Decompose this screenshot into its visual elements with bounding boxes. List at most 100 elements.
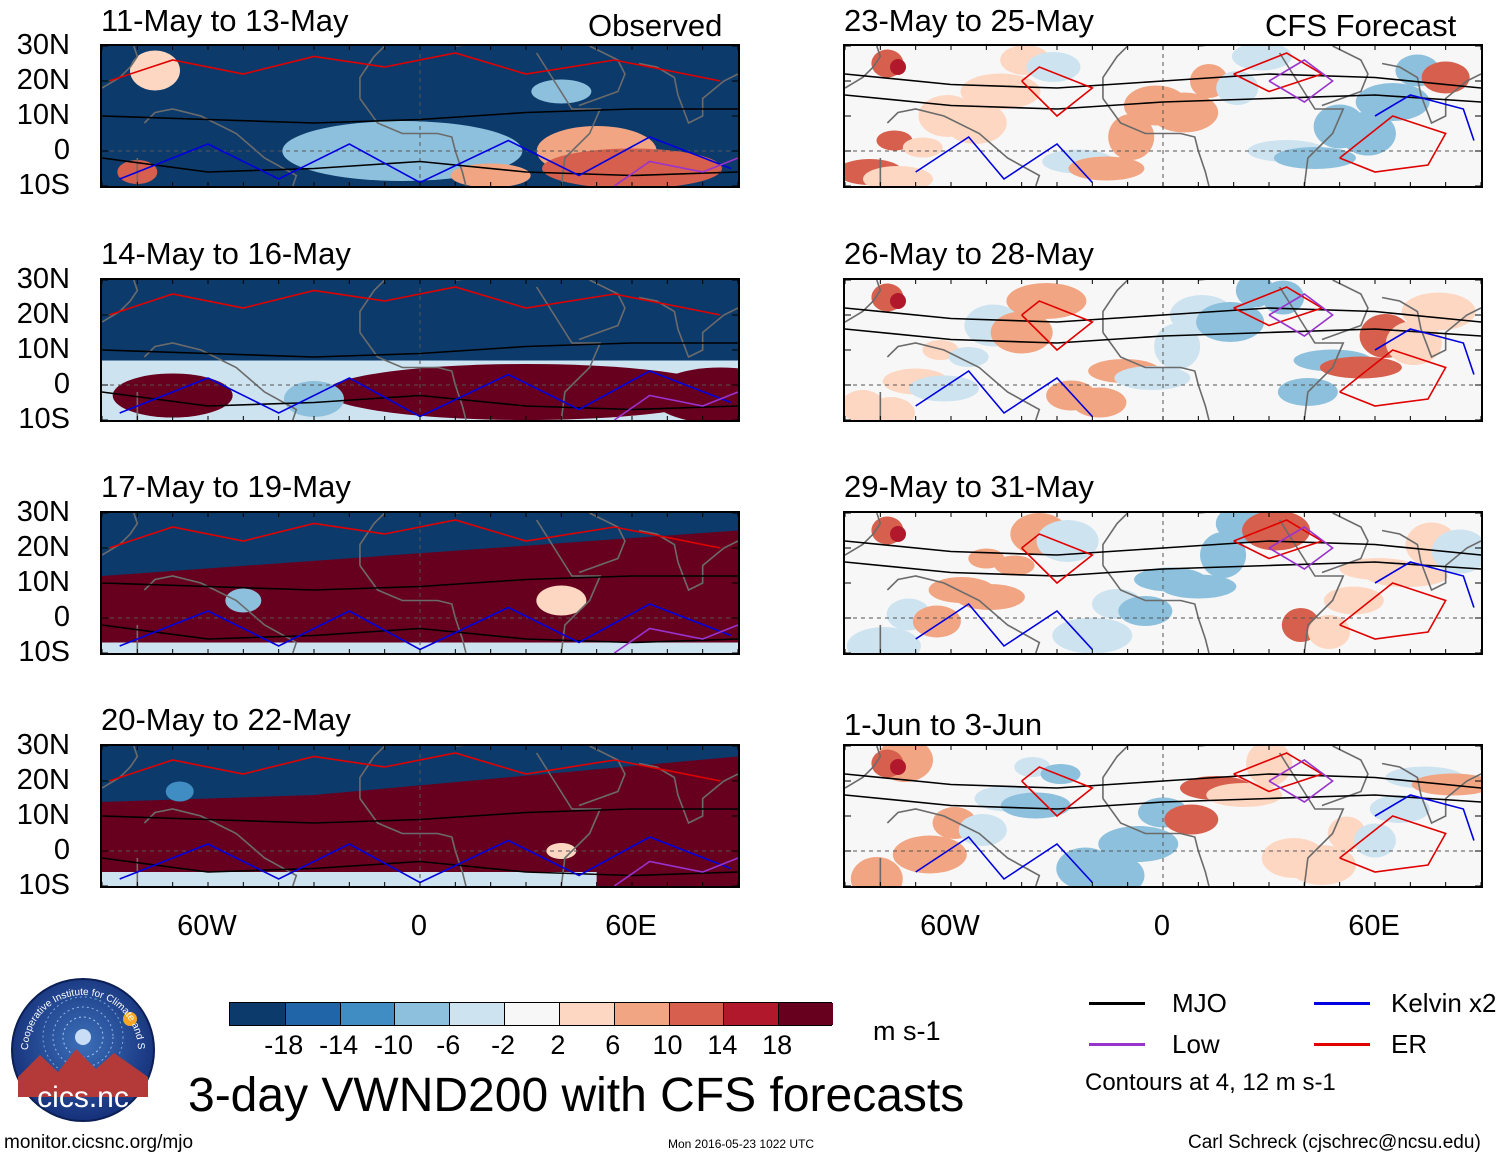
coastline [1102,98,1210,186]
shade [165,781,194,802]
y-label: 30N [16,263,70,295]
mjo-contour [845,94,1481,110]
colorbar-cell [339,1003,395,1025]
panel-title-6: 26-May to 28-May [844,236,1094,271]
mjo-contour [845,540,1481,556]
coastline [102,280,139,323]
x-label-60w-left: 60W [177,910,237,942]
coastline [638,529,738,592]
coastline [102,46,139,89]
er-contour [108,286,721,316]
y-label: 10S [18,636,70,668]
coastline [1102,565,1210,653]
shade [890,526,906,542]
panel-title-7: 29-May to 31-May [844,469,1094,504]
x-label-60w-right: 60W [920,910,980,942]
colorbar-tick: 18 [762,1030,793,1060]
er-contour [108,52,721,82]
colorbar-cell [230,1003,285,1025]
panel-tag-observed: Observed [588,8,723,43]
kelvin-contour [1374,794,1475,841]
colorbar-tick: -2 [491,1030,516,1060]
shade [1385,321,1442,365]
er-contour [1021,300,1094,352]
shade [908,375,979,402]
kelvin-contour [915,602,1093,651]
legend-line-er [1314,1043,1370,1046]
shade [890,759,906,775]
legend-line-mjo [1089,1002,1145,1005]
cics-logo: Cooperative Institute for Climate and Sa… [7,969,156,1123]
y-label: 20N [16,764,70,796]
er-contour [1339,815,1447,873]
coastline [886,342,1041,420]
colorbar-cell [558,1003,614,1025]
shade [1000,792,1071,819]
shade [1026,52,1081,82]
coastline [886,575,1041,653]
x-label-0-left: 0 [410,910,428,942]
panel-title-3: 17-May to 19-May [101,469,351,504]
y-label: 0 [53,134,70,166]
colorbar-cell [284,1003,340,1025]
shade [1431,529,1481,574]
colorbar-cell [723,1003,779,1025]
map-svg [845,513,1481,653]
mjo-contour [102,157,738,177]
y-label: 20N [16,298,70,330]
shade [890,293,906,309]
panel-title-4: 20-May to 22-May [101,702,351,737]
shade [1355,83,1430,121]
coastline [1102,280,1129,333]
shade [225,588,262,613]
shade [1365,565,1448,587]
legend-note: Contours at 4, 12 m s-1 [1085,1069,1336,1096]
colorbar-tick: -6 [436,1030,461,1060]
legend-label-mjo: MJO [1172,988,1227,1018]
y-label: 0 [53,834,70,866]
colorbar-cell [778,1003,833,1025]
coastline [1102,46,1129,99]
shade [1273,147,1356,169]
shade [1114,366,1191,390]
y-label: 30N [16,29,70,61]
coastline [1381,762,1481,825]
panel-title-1: 11-May to 13-May [101,3,349,38]
mjo-contour [102,391,738,411]
coastline [638,296,738,359]
colorbar-units: m s-1 [873,1016,941,1046]
footer-url[interactable]: monitor.cicsnc.org/mjo [4,1132,194,1153]
map-svg [102,746,738,886]
shade [948,347,989,367]
shade [1421,61,1470,94]
coastline [1278,52,1345,186]
panel-title-2: 14-May to 16-May [101,236,351,271]
coastline [1381,62,1481,125]
coastline [535,752,602,886]
shade [1354,823,1396,858]
map-panel-7 [843,511,1483,655]
shade [1196,302,1265,342]
map-panel-5 [843,44,1483,188]
mjo-contour [102,108,738,124]
shade [1036,520,1099,562]
shade [1164,804,1219,835]
shade [1082,854,1145,886]
map-svg [845,746,1481,886]
legend-label-kelvin: Kelvin x2 [1391,988,1497,1018]
y-label: 0 [53,368,70,400]
legend-label-low: Low [1172,1029,1220,1059]
coastline [1102,513,1129,566]
shade [1052,617,1133,653]
map-svg [845,46,1481,186]
shade [850,857,903,886]
y-label: 10S [18,169,70,201]
mjo-contour [845,794,1481,810]
colorbar-cell [504,1003,559,1025]
kelvin-contour [915,135,1093,184]
coastline [102,746,139,789]
coastline [359,98,467,186]
map-svg [102,513,738,653]
coastline [359,280,386,333]
y-label: 20N [16,64,70,96]
